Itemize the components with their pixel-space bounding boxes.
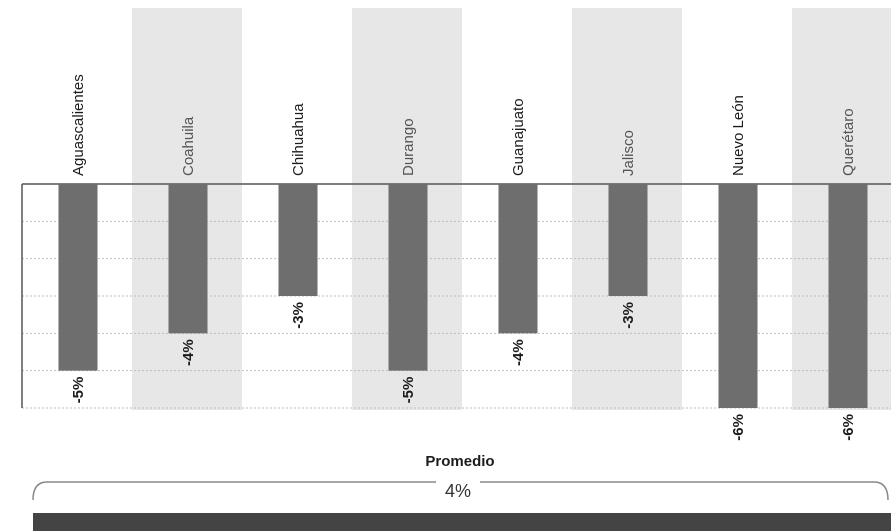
bar — [168, 184, 208, 334]
category-label: Guanajuato — [510, 98, 527, 176]
category-label: Durango — [400, 118, 417, 176]
value-label: -4% — [180, 339, 197, 366]
average-brace — [32, 481, 889, 501]
value-label: -6% — [840, 414, 857, 441]
bar — [58, 184, 98, 371]
category-label: Coahuila — [180, 116, 197, 176]
category-label: Aguascalientes — [70, 74, 87, 176]
bars — [58, 184, 868, 408]
average-section: Promedio 4% — [32, 453, 891, 531]
category-label: Querétaro — [840, 108, 857, 176]
value-label: -3% — [620, 302, 637, 329]
value-label: -3% — [290, 302, 307, 329]
value-label: -4% — [510, 339, 527, 366]
bar — [388, 184, 428, 371]
bar — [498, 184, 538, 334]
bar — [608, 184, 648, 296]
bar — [828, 184, 868, 408]
bar — [278, 184, 318, 296]
category-label: Nuevo León — [730, 95, 747, 176]
category-label: Jalisco — [620, 130, 637, 176]
average-value: 4% — [445, 481, 471, 501]
value-label: -5% — [70, 377, 87, 404]
value-labels: -5% -4% -3% -5% -4% -3% -6% -6% — [70, 302, 857, 441]
bar — [718, 184, 758, 408]
value-label: -6% — [730, 414, 747, 441]
category-label: Chihuahua — [290, 103, 307, 176]
category-labels: Aguascalientes Coahuila Chihuahua Durango Gu… — [70, 74, 857, 176]
value-label: -5% — [400, 377, 417, 404]
average-bar — [33, 513, 891, 531]
average-title: Promedio — [425, 453, 494, 470]
